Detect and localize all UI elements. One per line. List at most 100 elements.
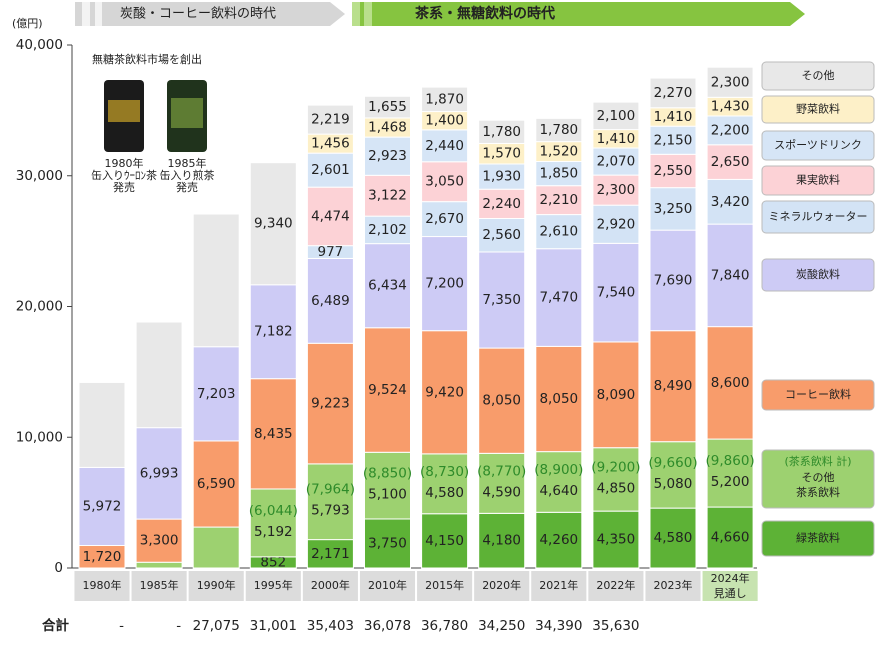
bar-segment [421, 86, 469, 113]
value-label: 3,420 [711, 194, 750, 210]
value-label: 1,430 [711, 99, 750, 115]
value-label: 3,122 [368, 188, 407, 204]
tea-total-label: (9,660) [648, 455, 697, 471]
value-label: 1,468 [368, 120, 407, 136]
tea-total-label: (8,730) [420, 464, 469, 480]
total-value: - [119, 618, 124, 634]
bar-segment [478, 452, 526, 514]
value-label: 5,100 [368, 487, 407, 503]
y-unit: (億円) [12, 17, 43, 30]
bar-segment [421, 129, 469, 163]
value-label: 2,270 [654, 85, 693, 101]
category-box [531, 571, 587, 601]
value-label: 1,780 [539, 122, 578, 138]
bar-segment [364, 243, 411, 329]
era-arrow-stripe [82, 2, 90, 26]
bar-segment [135, 427, 183, 520]
bar-segment [706, 326, 754, 440]
value-label: 1,456 [311, 136, 350, 152]
y-tick-label: 0 [54, 560, 63, 576]
bar-segment [478, 163, 526, 190]
bar-segment [78, 381, 126, 468]
value-label: 6,489 [311, 293, 350, 309]
value-label: 2,923 [368, 148, 407, 164]
bar-segment [306, 539, 354, 569]
bar-segment [364, 136, 411, 176]
value-label: 8,435 [254, 426, 293, 442]
value-label: 7,540 [597, 285, 636, 301]
value-label: 7,203 [197, 386, 236, 402]
value-label: 1,720 [83, 549, 122, 565]
value-label: 977 [318, 244, 344, 260]
value-label: 7,182 [254, 324, 293, 340]
bar-segment [306, 104, 354, 135]
bar-segment [478, 218, 526, 253]
bar-segment [535, 117, 583, 143]
value-label: 5,200 [711, 474, 750, 490]
value-label: 4,590 [482, 484, 521, 500]
bar-segment [649, 330, 697, 443]
legend-swatch [761, 520, 875, 557]
y-tick-label: 10,000 [16, 429, 63, 445]
category-box [588, 571, 644, 601]
bar-segment [135, 518, 183, 563]
x-tick-label: 2022年 [596, 578, 635, 592]
value-label: 4,180 [482, 533, 521, 549]
category-box [702, 571, 758, 601]
product-caption: 1980年缶入りｳｰﾛﾝ茶発売 [91, 156, 157, 194]
legend-label: ミネラルウォーター [769, 210, 868, 223]
bar-segment [192, 440, 240, 528]
value-label: 2,171 [311, 546, 350, 562]
legend-label: 炭酸飲料 [796, 267, 840, 281]
legend-label: その他茶系飲料 [796, 471, 840, 499]
era-arrow [75, 2, 345, 26]
legend-swatch [761, 379, 875, 411]
era-label: 茶系・無糖飲料の時代 [414, 5, 555, 22]
value-label: 852 [260, 554, 286, 570]
era-arrow-stripe [95, 2, 102, 26]
value-label: 1,410 [597, 131, 636, 147]
total-value: 31,001 [250, 618, 297, 634]
product-caption: 1985年缶入り煎茶発売 [160, 156, 215, 194]
value-label: 1,930 [482, 169, 521, 185]
bar-segment [306, 152, 354, 188]
bar-segment [364, 174, 411, 217]
bar-segment [192, 346, 240, 442]
bar-segment [649, 441, 697, 509]
bar-segment [706, 66, 754, 98]
category-box [74, 571, 130, 601]
legend-swatch [761, 449, 875, 509]
tea-total-label: (9,200) [591, 459, 640, 475]
value-label: 4,474 [311, 208, 350, 224]
total-value: 34,250 [478, 618, 525, 634]
tea-total-label: (8,900) [534, 462, 583, 478]
era-arrow-stripe [364, 2, 372, 26]
value-label: 2,150 [654, 132, 693, 148]
era-arrow [352, 2, 805, 26]
value-label: 9,524 [368, 382, 407, 398]
tea-total-label: (6,044) [249, 503, 298, 519]
bar-segment [478, 119, 526, 144]
value-label: 2,610 [539, 224, 578, 240]
value-label: 4,580 [654, 530, 693, 546]
x-tick-label: 1985年 [140, 578, 179, 592]
y-tick-label: 20,000 [16, 299, 63, 315]
note: 無糖茶飲料市場を創出 [92, 52, 202, 66]
bar-segment [364, 518, 411, 569]
value-label: 8,050 [482, 393, 521, 409]
bar-segment [592, 204, 640, 244]
value-label: 2,440 [425, 138, 464, 154]
category-box [417, 571, 473, 601]
legend-label: その他 [802, 69, 835, 82]
value-label: 9,340 [254, 216, 293, 232]
bar-segment [535, 214, 583, 250]
x-tick-label: 1990年 [197, 578, 236, 592]
legend-swatch [761, 165, 875, 196]
bar-segment [478, 347, 526, 454]
bar-segment [421, 236, 469, 332]
value-label: 7,470 [539, 290, 578, 306]
bar-segment [421, 201, 469, 238]
value-label: 1,655 [368, 99, 407, 115]
value-label: 1,570 [482, 146, 521, 162]
value-label: 4,580 [425, 485, 464, 501]
